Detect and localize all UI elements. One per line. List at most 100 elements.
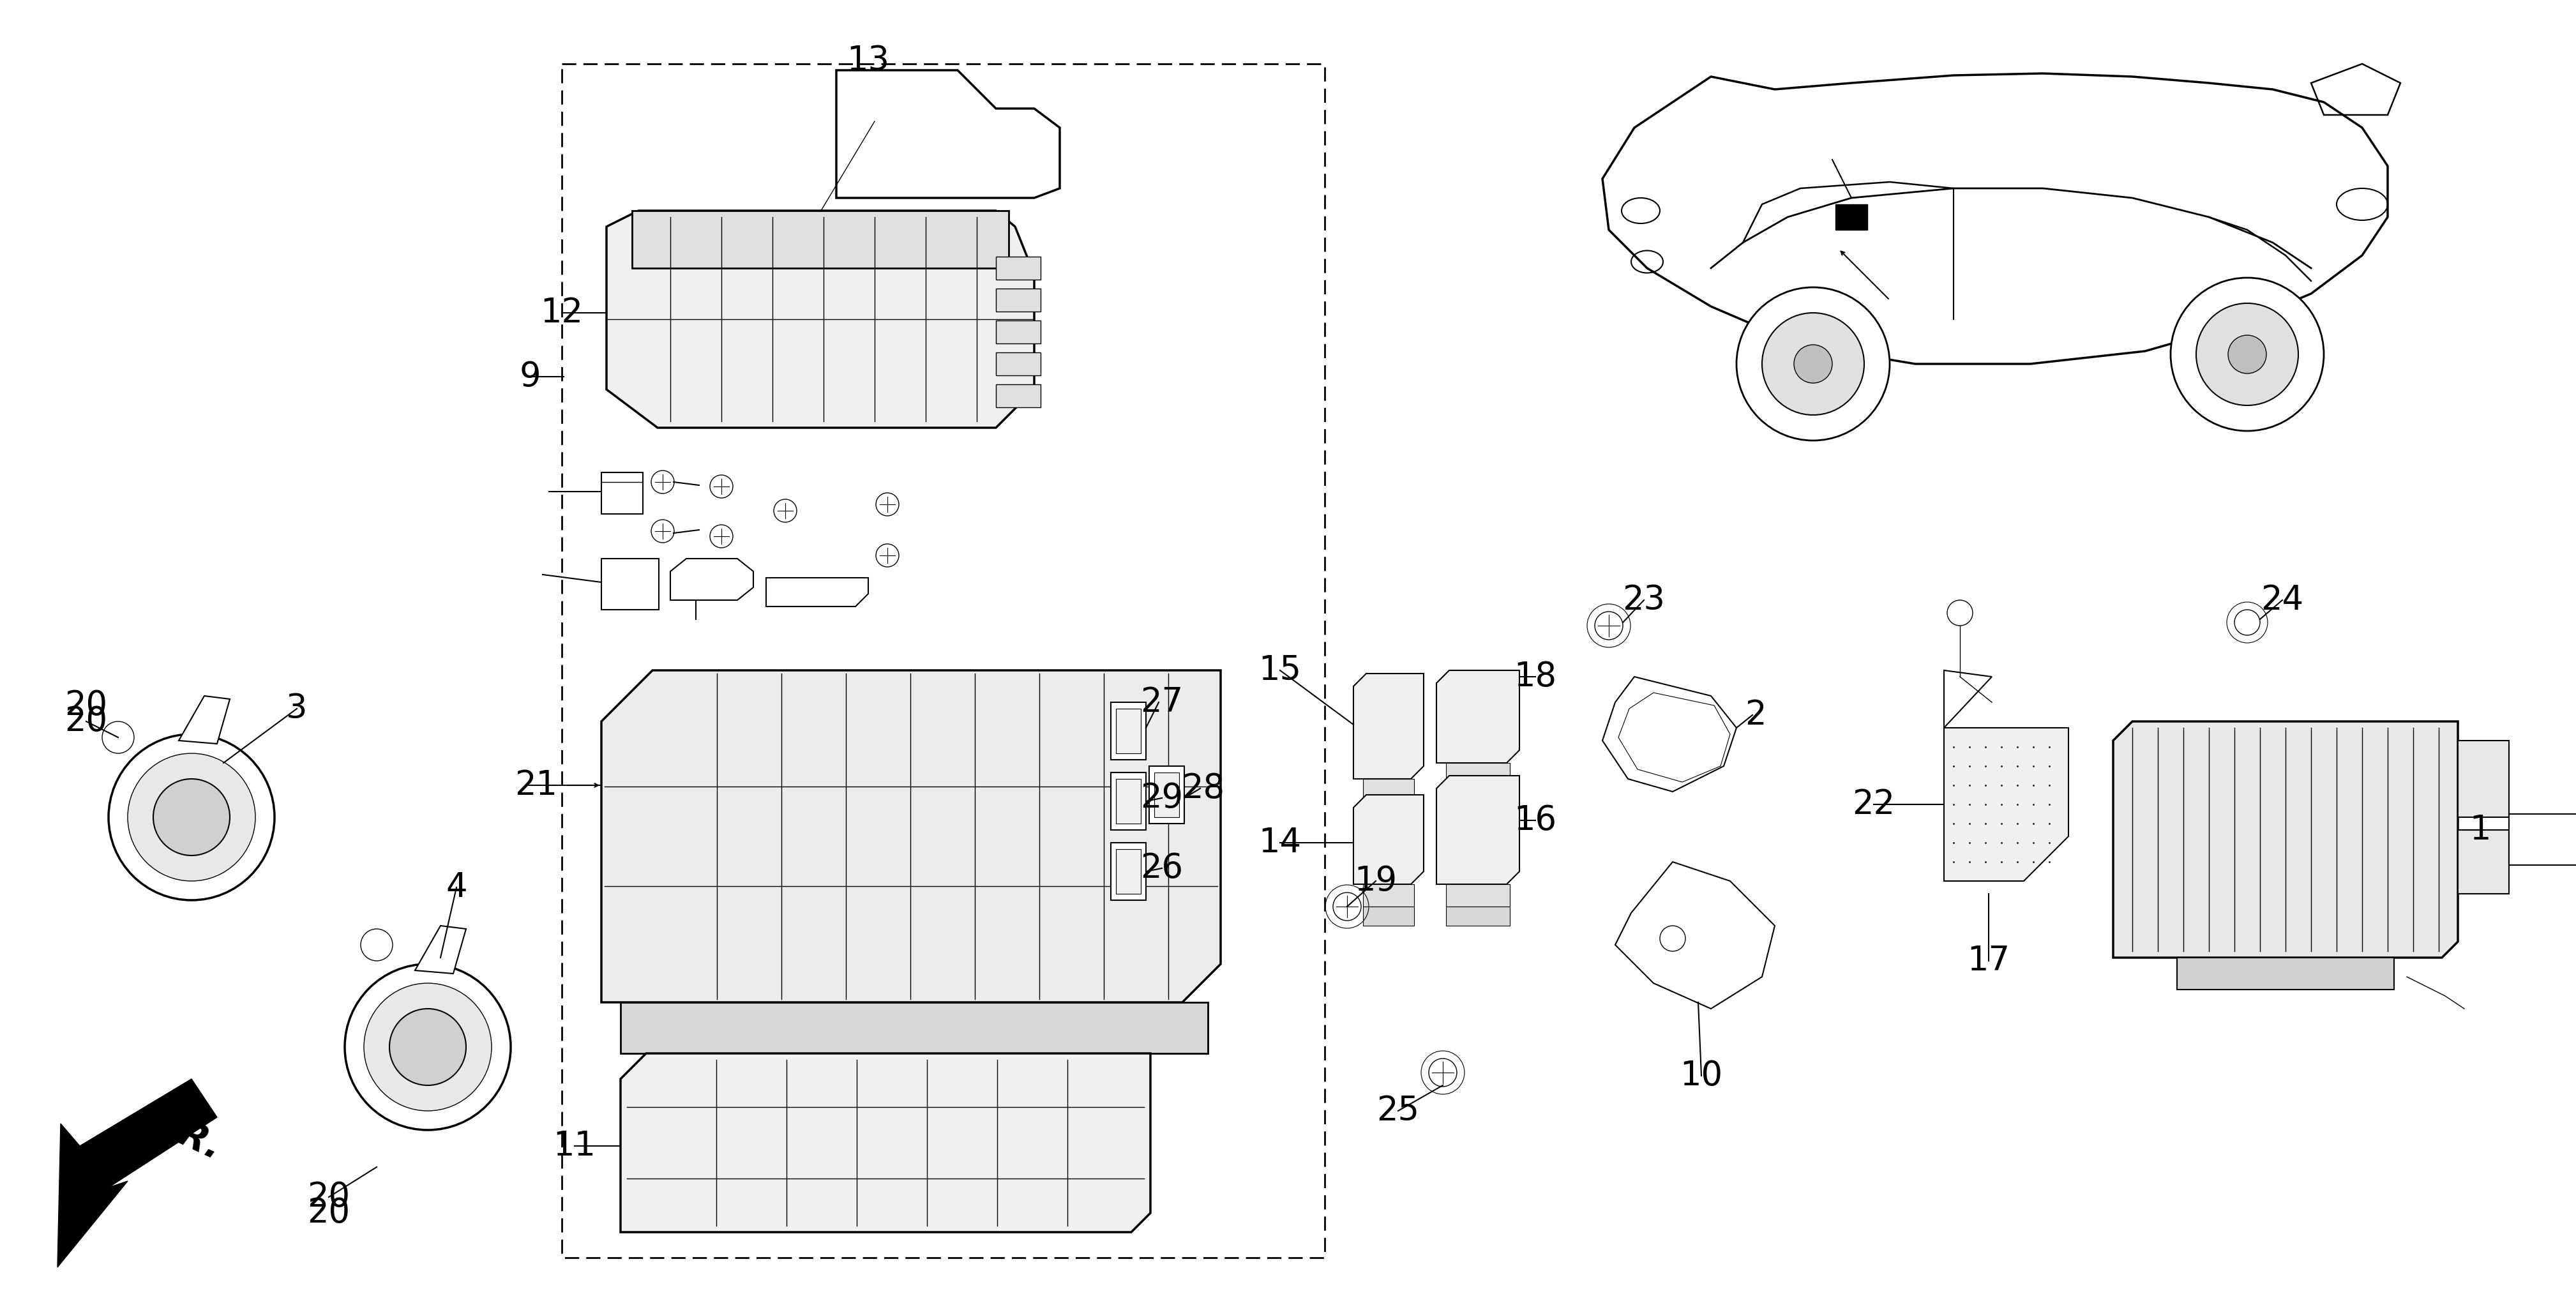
Text: 27: 27 <box>1141 686 1182 719</box>
Bar <box>1445 785 1510 805</box>
Circle shape <box>2233 609 2259 635</box>
Text: 1: 1 <box>2470 814 2491 846</box>
Bar <box>1154 772 1180 818</box>
Bar <box>1445 763 1510 785</box>
Text: 11: 11 <box>554 1129 595 1163</box>
Polygon shape <box>1945 728 2069 881</box>
Bar <box>1363 801 1414 820</box>
Bar <box>1363 779 1414 801</box>
Circle shape <box>1947 600 1973 626</box>
Text: 21: 21 <box>515 769 556 802</box>
Polygon shape <box>600 670 1221 1002</box>
Polygon shape <box>57 1080 216 1267</box>
Bar <box>997 320 1041 343</box>
Circle shape <box>345 964 510 1130</box>
Circle shape <box>152 779 229 855</box>
Circle shape <box>2172 277 2324 432</box>
Text: 23: 23 <box>1623 583 1664 617</box>
Circle shape <box>652 470 675 494</box>
Text: 13: 13 <box>848 44 889 78</box>
Polygon shape <box>631 211 1010 268</box>
Bar <box>1110 772 1146 829</box>
Circle shape <box>1430 1059 1458 1086</box>
Bar <box>2177 958 2393 990</box>
Polygon shape <box>1945 670 1991 728</box>
Text: 22: 22 <box>1852 788 1896 820</box>
Bar <box>2458 740 2509 818</box>
Text: 15: 15 <box>1260 653 1301 687</box>
Bar <box>997 257 1041 280</box>
Text: 19: 19 <box>1355 864 1396 898</box>
Bar <box>1110 702 1146 759</box>
Bar <box>2458 829 2509 894</box>
Polygon shape <box>415 925 466 973</box>
Circle shape <box>1332 893 1360 920</box>
Polygon shape <box>1352 794 1425 884</box>
Text: 20: 20 <box>307 1196 350 1230</box>
Bar <box>600 559 659 609</box>
Bar <box>600 473 644 515</box>
Circle shape <box>1659 925 1685 951</box>
Text: 9: 9 <box>520 360 541 393</box>
Bar <box>1445 884 1510 907</box>
Text: 29: 29 <box>1141 781 1182 815</box>
Polygon shape <box>670 559 752 600</box>
Text: 26: 26 <box>1141 851 1182 885</box>
Bar <box>2509 814 2576 864</box>
Text: 24: 24 <box>2262 583 2303 617</box>
Text: 16: 16 <box>1515 804 1556 837</box>
Bar <box>1363 907 1414 925</box>
Polygon shape <box>605 211 1033 428</box>
Circle shape <box>108 735 276 901</box>
Bar <box>1445 907 1510 925</box>
Text: 28: 28 <box>1182 772 1224 805</box>
Circle shape <box>1595 612 1623 640</box>
Bar <box>1115 709 1141 753</box>
Circle shape <box>2197 303 2298 406</box>
Text: 18: 18 <box>1515 660 1556 693</box>
Circle shape <box>1736 288 1891 441</box>
Bar <box>1149 766 1185 823</box>
Polygon shape <box>178 696 229 744</box>
Circle shape <box>1793 345 1832 384</box>
Text: 20: 20 <box>64 705 108 737</box>
Circle shape <box>711 525 734 548</box>
Text: 25: 25 <box>1376 1094 1419 1128</box>
Circle shape <box>773 499 796 522</box>
Bar <box>1837 205 1868 229</box>
Text: 20: 20 <box>64 689 108 722</box>
Circle shape <box>876 492 899 516</box>
Text: 3: 3 <box>286 692 307 726</box>
Bar <box>1110 842 1146 901</box>
Circle shape <box>363 984 492 1111</box>
Polygon shape <box>1437 670 1520 763</box>
Polygon shape <box>1437 776 1520 884</box>
Circle shape <box>711 476 734 498</box>
Circle shape <box>1762 312 1865 415</box>
Circle shape <box>129 753 255 881</box>
Polygon shape <box>621 1054 1151 1232</box>
Text: FR.: FR. <box>149 1105 227 1168</box>
Bar <box>1115 849 1141 894</box>
Circle shape <box>103 722 134 753</box>
Bar <box>562 64 1324 1257</box>
Bar <box>1115 779 1141 823</box>
Bar <box>997 353 1041 376</box>
Circle shape <box>361 929 392 960</box>
Bar <box>1363 884 1414 907</box>
Circle shape <box>389 1008 466 1085</box>
Polygon shape <box>765 578 868 607</box>
Circle shape <box>2228 336 2267 373</box>
Polygon shape <box>2112 722 2458 958</box>
Text: 4: 4 <box>446 871 466 905</box>
Text: 12: 12 <box>541 297 582 329</box>
Text: 17: 17 <box>1968 945 2009 977</box>
Text: 10: 10 <box>1680 1059 1723 1093</box>
Text: 14: 14 <box>1260 826 1301 859</box>
Text: 2: 2 <box>1744 699 1767 732</box>
Circle shape <box>652 520 675 543</box>
Polygon shape <box>1352 674 1425 779</box>
Polygon shape <box>621 1002 1208 1054</box>
Bar <box>997 385 1041 407</box>
Circle shape <box>876 544 899 566</box>
